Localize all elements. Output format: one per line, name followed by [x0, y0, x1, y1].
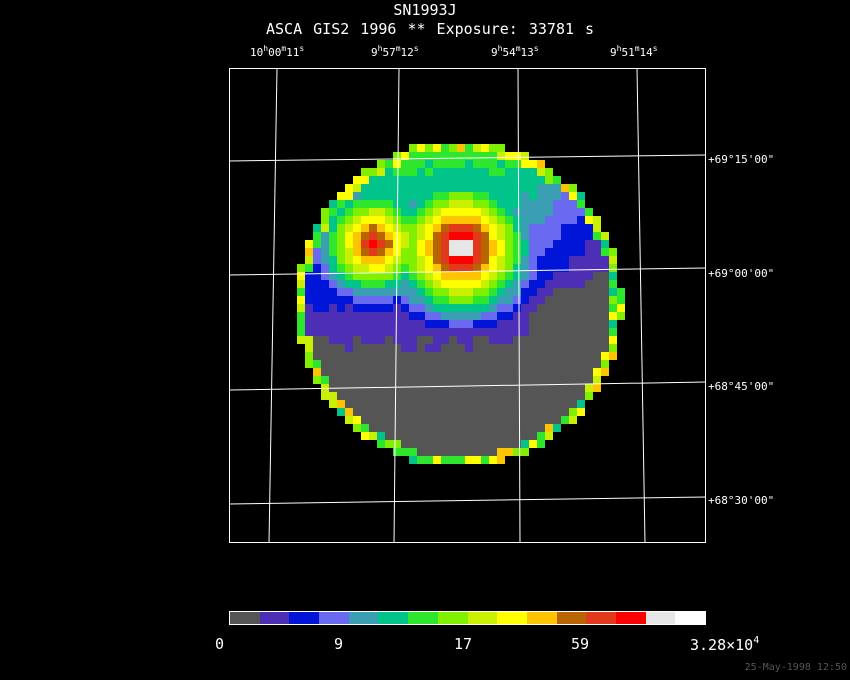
- colorbar-swatch: [378, 612, 409, 624]
- ra-label: 10h00m11s: [250, 44, 305, 59]
- colorbar: [229, 611, 706, 625]
- coordinate-grid-line: [636, 68, 646, 543]
- coordinate-grid-line: [229, 154, 706, 162]
- colorbar-swatch: [408, 612, 438, 624]
- colorbar-swatch: [645, 612, 676, 624]
- coordinate-grid-line: [229, 267, 706, 276]
- colorbar-swatch: [289, 612, 320, 624]
- dec-label: +69°00'00": [708, 267, 775, 280]
- colorbar-swatch: [259, 612, 290, 624]
- xray-intensity-map: [229, 68, 706, 543]
- ra-label: 9h54m13s: [491, 44, 539, 59]
- image-title: SN1993J: [393, 1, 457, 19]
- colorbar-swatch: [467, 612, 498, 624]
- colorbar-tick-label: 59: [571, 635, 590, 653]
- ra-label: 9h51m14s: [610, 44, 658, 59]
- map-frame: [229, 68, 706, 543]
- colorbar-swatch: [319, 612, 349, 624]
- colorbar-swatch: [526, 612, 557, 624]
- colorbar-max-label: 3.28×104: [690, 635, 760, 654]
- colorbar-swatch: [586, 612, 616, 624]
- colorbar-swatch: [348, 612, 379, 624]
- coordinate-grid-line: [517, 68, 521, 543]
- colorbar-tick-label: 0: [215, 635, 225, 653]
- coordinate-grid-line: [229, 496, 706, 505]
- ra-label: 9h57m12s: [371, 44, 419, 59]
- coordinate-grid-line: [393, 68, 400, 543]
- colorbar-swatch: [556, 612, 587, 624]
- timestamp: 25-May-1998 12:50: [744, 662, 847, 673]
- colorbar-swatch: [675, 612, 705, 624]
- colorbar-swatch: [497, 612, 527, 624]
- coordinate-grid-line: [268, 68, 278, 543]
- dec-label: +68°45'00": [708, 380, 775, 393]
- dec-label: +69°15'00": [708, 153, 775, 166]
- coordinate-grid-line: [229, 381, 706, 391]
- dec-label: +68°30'00": [708, 494, 775, 507]
- image-subtitle: ASCA GIS2 1996 ** Exposure: 33781 s: [266, 20, 595, 38]
- colorbar-swatch: [437, 612, 468, 624]
- colorbar-tick-label: 9: [334, 635, 344, 653]
- colorbar-tick-label: 17: [454, 635, 473, 653]
- colorbar-swatch: [230, 612, 260, 624]
- colorbar-swatch: [615, 612, 646, 624]
